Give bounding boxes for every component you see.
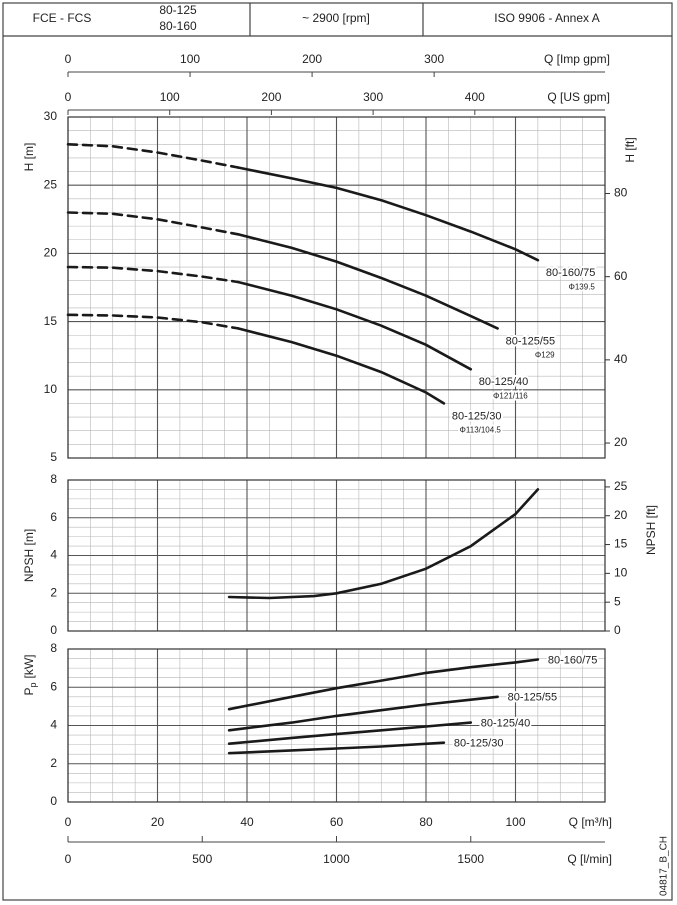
x-tick-label: 100 bbox=[505, 815, 525, 829]
y2-axis-label: NPSH [ft] bbox=[644, 505, 658, 555]
y2-tick-label: 60 bbox=[614, 269, 628, 283]
x-tick-label: 200 bbox=[302, 52, 322, 66]
curve-label: 80-160/75 bbox=[548, 654, 598, 666]
y2-tick-label: 25 bbox=[614, 479, 628, 493]
y-tick-label: 0 bbox=[50, 794, 57, 808]
panel: 0 2 4 6 8 NPSH [m] 0 5 10 15 20 25 NPSH [ft] bbox=[22, 472, 658, 637]
y-axis-label-part: [kW] bbox=[22, 654, 36, 678]
curve bbox=[227, 658, 540, 711]
y-axis-label: Pp [kW] bbox=[22, 654, 38, 695]
y2-tick-label: 80 bbox=[614, 186, 628, 200]
y-tick-label: 8 bbox=[50, 641, 57, 655]
x-tick-label: 100 bbox=[160, 90, 180, 104]
x-tick-label: 1500 bbox=[457, 852, 484, 866]
y-tick-label: 4 bbox=[50, 718, 57, 732]
curve bbox=[236, 280, 473, 371]
curve-diameter: Φ113/104.5 bbox=[460, 426, 502, 435]
plot-frame bbox=[67, 648, 606, 803]
curve bbox=[227, 721, 473, 745]
x-tick-label: 60 bbox=[330, 815, 344, 829]
plot-frame bbox=[67, 479, 606, 632]
y-tick-label: 25 bbox=[44, 177, 58, 191]
x-tick-label: 1000 bbox=[323, 852, 350, 866]
axis-label: Q [US gpm] bbox=[547, 90, 610, 104]
y2-tick-label: 15 bbox=[614, 537, 628, 551]
curve-label: 80-125/40 bbox=[479, 376, 529, 388]
y2-axis-label: H [ft] bbox=[623, 137, 637, 162]
curve-label: 80-125/55 bbox=[508, 692, 558, 704]
y-tick-label: 20 bbox=[44, 246, 58, 260]
curve-label: 80-125/30 bbox=[452, 410, 502, 422]
x-tick-label: 500 bbox=[192, 852, 212, 866]
x-tick-label: 200 bbox=[261, 90, 281, 104]
curve-diameter: Φ129 bbox=[535, 351, 555, 360]
curve bbox=[236, 166, 540, 262]
y-tick-label: 30 bbox=[44, 109, 58, 123]
curve-diameter: Φ121/116 bbox=[493, 391, 528, 400]
curve bbox=[236, 327, 446, 405]
curve-label: 80-125/30 bbox=[454, 738, 504, 750]
curve bbox=[227, 488, 540, 600]
y2-tick-label: 10 bbox=[614, 566, 628, 580]
y-axis-label: H [m] bbox=[22, 143, 36, 172]
y-axis-label-sub: p bbox=[28, 682, 38, 687]
y2-tick-label: 5 bbox=[614, 594, 621, 608]
x-tick-label: 0 bbox=[65, 815, 72, 829]
panel: 5 10 15 20 25 30 H [m] 20 40 60 80 H [ft] 80-160/75 Φ… bbox=[22, 109, 637, 464]
y-tick-label: 2 bbox=[50, 756, 57, 770]
curve bbox=[227, 741, 446, 755]
header-variant: 80-160 bbox=[159, 19, 197, 33]
x-tick-label: 100 bbox=[180, 52, 200, 66]
curve bbox=[66, 313, 240, 330]
curve-label: 80-125/40 bbox=[481, 718, 531, 730]
y-tick-label: 6 bbox=[50, 510, 57, 524]
drawing-code: 04817_B_CH bbox=[659, 836, 670, 896]
header-speed: ~ 2900 [rpm] bbox=[302, 11, 370, 25]
header-standard: ISO 9906 - Annex A bbox=[494, 11, 599, 25]
y-axis-label: NPSH [m] bbox=[22, 529, 36, 582]
curve-diameter: Φ139.5 bbox=[568, 282, 595, 291]
x-tick-label: 80 bbox=[419, 815, 433, 829]
x-tick-label: 300 bbox=[424, 52, 444, 66]
y-tick-label: 6 bbox=[50, 679, 57, 693]
y-tick-label: 5 bbox=[50, 450, 57, 464]
axis-label: Q [m³/h] bbox=[569, 815, 612, 829]
y2-tick-label: 0 bbox=[614, 623, 621, 637]
plot-frame bbox=[67, 116, 606, 459]
x-tick-label: 0 bbox=[65, 90, 72, 104]
curve bbox=[227, 695, 499, 732]
y-axis-label-part: P bbox=[22, 688, 36, 696]
x-tick-label: 20 bbox=[151, 815, 165, 829]
curve-label: 80-125/55 bbox=[506, 335, 556, 347]
axis-label: Q [l/min] bbox=[567, 852, 612, 866]
y-tick-label: 8 bbox=[50, 472, 57, 486]
axis-label: Q [Imp gpm] bbox=[544, 52, 610, 66]
x-tick-label: 40 bbox=[240, 815, 254, 829]
x-tick-label: 0 bbox=[65, 852, 72, 866]
curve bbox=[236, 233, 499, 330]
panel: 0 2 4 6 8 Pp [kW] 80-160/75 80-125/55 80-125/40 80… bbox=[22, 641, 606, 808]
header-variant: 80-125 bbox=[159, 3, 197, 17]
curve bbox=[66, 211, 240, 236]
x-tick-label: 400 bbox=[465, 90, 485, 104]
y-tick-label: 15 bbox=[44, 314, 58, 328]
x-tick-label: 300 bbox=[363, 90, 383, 104]
y-tick-label: 4 bbox=[50, 548, 57, 562]
curve-label: 80-160/75 bbox=[546, 267, 596, 279]
y2-tick-label: 20 bbox=[614, 508, 628, 522]
y2-tick-label: 20 bbox=[614, 435, 628, 449]
header-model: FCE - FCS bbox=[33, 11, 92, 25]
curve bbox=[66, 265, 240, 284]
x-tick-label: 0 bbox=[65, 52, 72, 66]
y-tick-label: 10 bbox=[44, 382, 58, 396]
curve bbox=[66, 143, 240, 169]
y-tick-label: 2 bbox=[50, 585, 57, 599]
y-tick-label: 0 bbox=[50, 623, 57, 637]
y2-tick-label: 40 bbox=[614, 352, 628, 366]
